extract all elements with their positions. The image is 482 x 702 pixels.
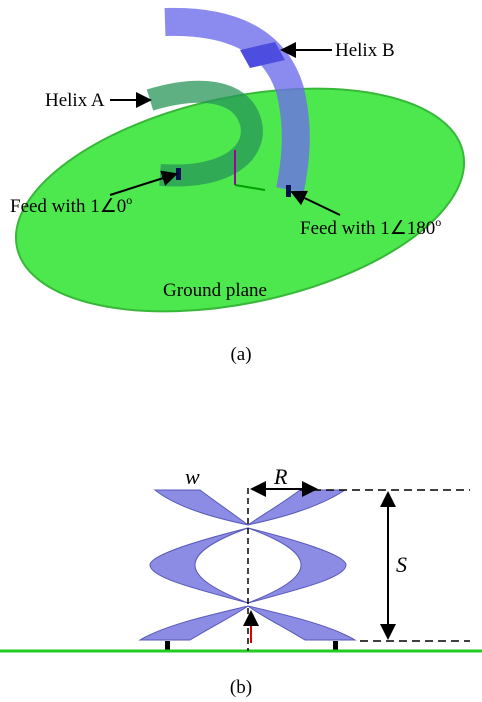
feed-port bbox=[286, 185, 291, 197]
label-text: Feed with 1∠180 bbox=[300, 218, 435, 239]
caption: (a) bbox=[230, 344, 251, 365]
label: Ground plane bbox=[163, 280, 267, 301]
label: Feed with 1∠0o bbox=[10, 193, 132, 217]
label: w bbox=[185, 464, 200, 489]
label-sup: o bbox=[126, 193, 132, 207]
caption: (b) bbox=[230, 677, 252, 698]
helix-strip bbox=[150, 528, 248, 603]
label: Helix A bbox=[45, 90, 105, 111]
label: R bbox=[273, 464, 288, 489]
helix-strip bbox=[248, 606, 355, 640]
label: Feed with 1∠180o bbox=[300, 215, 441, 239]
helix-strip bbox=[155, 490, 248, 525]
label: S bbox=[396, 552, 407, 577]
helix-strip bbox=[248, 490, 345, 525]
feed-port bbox=[176, 168, 181, 180]
figure: Helix A Helix B Feed with 1∠0o Feed with… bbox=[0, 0, 482, 702]
helix-strip bbox=[248, 528, 346, 603]
helix-strip bbox=[140, 606, 248, 640]
panel-a: Helix A Helix B Feed with 1∠0o Feed with… bbox=[0, 22, 482, 365]
panel-b-annotations: w R S (b) bbox=[0, 464, 482, 698]
label-text: Feed with 1∠0 bbox=[10, 196, 126, 217]
label: Helix B bbox=[335, 40, 395, 61]
label-sup: o bbox=[435, 215, 441, 229]
